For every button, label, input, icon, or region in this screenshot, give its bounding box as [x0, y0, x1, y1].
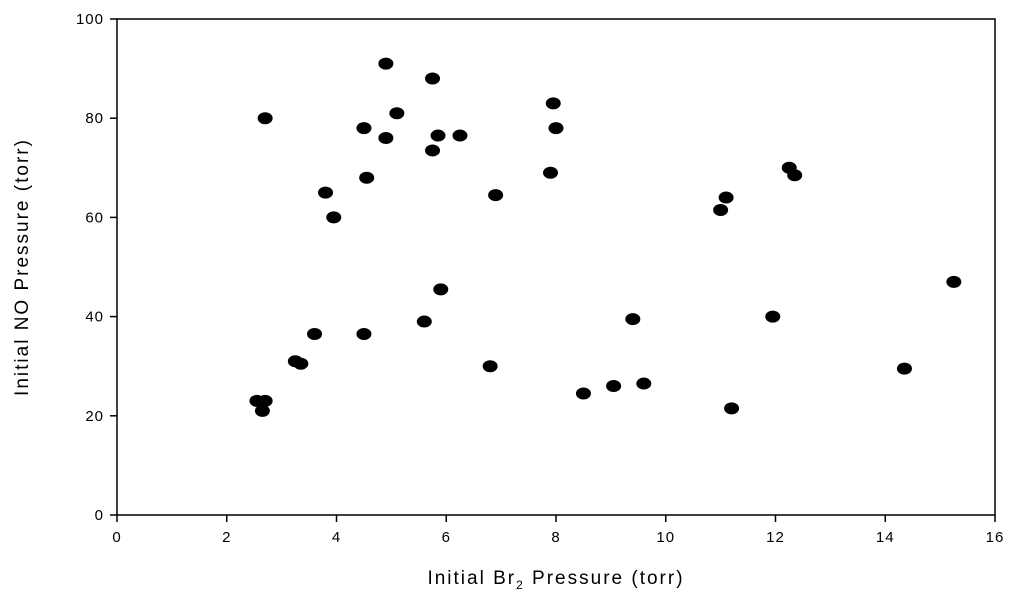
data-point: [318, 186, 334, 199]
x-axis-title-suffix: Pressure (torr): [525, 568, 685, 589]
y-tick-label: 40: [85, 309, 104, 326]
x-tick-label: 10: [656, 529, 675, 546]
data-point: [293, 357, 309, 370]
data-point: [636, 377, 652, 390]
x-tick-label: 0: [112, 529, 121, 546]
y-axis-title: Initial NO Pressure (torr): [12, 138, 33, 396]
data-point: [430, 129, 446, 142]
data-point: [433, 283, 449, 296]
data-point: [378, 132, 394, 145]
x-tick-label: 12: [766, 529, 785, 546]
data-point: [946, 275, 962, 288]
data-point: [356, 122, 372, 135]
x-tick-label: 6: [442, 529, 451, 546]
x-axis-title-main: Initial Br: [427, 568, 516, 589]
data-point: [724, 402, 740, 415]
x-axis-ticks: 0 2 4 6 8 10 12 14 16: [112, 515, 1005, 546]
y-tick-label: 60: [85, 209, 104, 226]
data-point: [625, 313, 641, 326]
data-point: [356, 327, 372, 340]
data-point: [543, 166, 559, 179]
data-point: [378, 57, 394, 70]
data-point: [713, 203, 729, 216]
data-point: [389, 107, 405, 120]
x-tick-label: 4: [332, 529, 341, 546]
data-point: [307, 327, 323, 340]
data-point: [488, 189, 504, 202]
data-point: [606, 380, 622, 393]
data-point: [254, 404, 270, 417]
y-tick-label: 100: [76, 11, 104, 28]
data-points: [249, 57, 962, 417]
data-point: [425, 144, 441, 157]
plot-frame: [116, 18, 996, 516]
data-point: [575, 387, 591, 400]
y-tick-label: 0: [95, 507, 104, 524]
data-point: [787, 169, 803, 182]
data-point: [326, 211, 342, 224]
data-point: [416, 315, 432, 328]
data-point: [896, 362, 912, 375]
y-tick-label: 20: [85, 408, 104, 425]
data-point: [718, 191, 734, 204]
x-tick-label: 16: [986, 529, 1005, 546]
y-tick-label: 80: [85, 110, 104, 127]
data-point: [425, 72, 441, 85]
data-point: [452, 129, 468, 142]
x-axis-title-subscript: 2: [516, 578, 525, 591]
data-point: [765, 310, 781, 323]
x-tick-label: 2: [222, 529, 231, 546]
data-point: [359, 171, 375, 184]
data-point: [257, 394, 273, 407]
data-point: [548, 122, 564, 135]
x-tick-label: 8: [551, 529, 560, 546]
y-axis-ticks: 0 20 40 60 80 100: [76, 11, 117, 524]
data-point: [545, 97, 561, 110]
data-point: [257, 112, 273, 125]
x-tick-label: 14: [876, 529, 895, 546]
data-point: [482, 360, 498, 373]
x-axis-title: Initial Br2 Pressure (torr): [427, 568, 684, 591]
